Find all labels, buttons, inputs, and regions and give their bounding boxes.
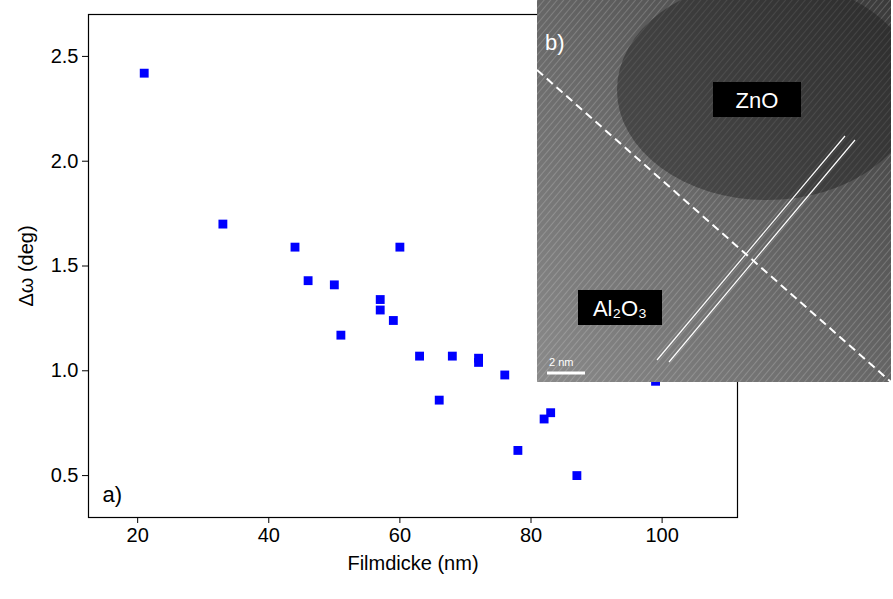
- svg-text:Al₂O₃: Al₂O₃: [593, 296, 647, 321]
- svg-text:100: 100: [645, 524, 678, 546]
- svg-text:Δω (deg): Δω (deg): [15, 225, 37, 306]
- svg-text:1.5: 1.5: [51, 254, 79, 276]
- svg-text:2.5: 2.5: [51, 45, 79, 67]
- svg-text:a): a): [103, 482, 123, 507]
- svg-text:40: 40: [258, 524, 280, 546]
- svg-text:ZnO: ZnO: [736, 88, 779, 113]
- svg-text:20: 20: [127, 524, 149, 546]
- svg-text:60: 60: [389, 524, 411, 546]
- svg-text:b): b): [545, 30, 565, 55]
- svg-text:Filmdicke (nm): Filmdicke (nm): [347, 552, 478, 574]
- svg-text:1.0: 1.0: [51, 359, 79, 381]
- svg-text:80: 80: [520, 524, 542, 546]
- svg-text:2 nm: 2 nm: [549, 356, 573, 368]
- svg-text:0.5: 0.5: [51, 464, 79, 486]
- svg-text:2.0: 2.0: [51, 150, 79, 172]
